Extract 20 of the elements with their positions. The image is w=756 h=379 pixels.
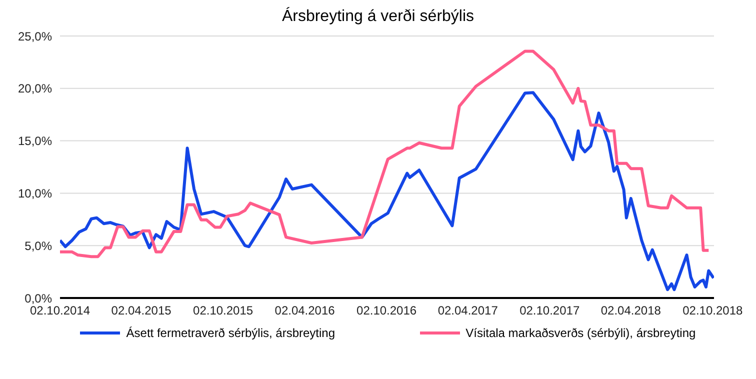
y-tick-label: 25,0% <box>18 29 52 44</box>
line-series <box>60 91 714 292</box>
line-series <box>60 50 710 258</box>
legend-label: Ásett fermetraverð sérbýlis, ársbreyting <box>126 326 336 340</box>
y-tick-label: 10,0% <box>18 186 52 200</box>
x-tick-label: 02.10.2014 <box>30 304 90 318</box>
legend-label: Vísitala markaðsverðs (sérbýli), ársbreyting <box>466 326 696 340</box>
x-tick-label: 02.04.2016 <box>274 304 336 318</box>
x-tick-label: 02.10.2015 <box>193 304 254 318</box>
x-tick-label: 02.10.2018 <box>682 304 744 318</box>
x-tick-label: 02.04.2015 <box>111 304 172 318</box>
y-tick-label: 15,0% <box>18 134 52 148</box>
y-tick-label: 0,0% <box>24 291 52 306</box>
y-tick-label: 5,0% <box>24 238 52 253</box>
x-tick-label: 02.10.2017 <box>520 304 580 318</box>
x-tick-label: 02.04.2017 <box>438 304 498 318</box>
x-tick-label: 02.10.2016 <box>356 304 417 318</box>
y-tick-label: 20,0% <box>18 82 52 96</box>
chart-title: Ársbreyting á verði sérbýlis <box>280 8 476 26</box>
x-tick-label: 02.04.2018 <box>600 304 662 318</box>
